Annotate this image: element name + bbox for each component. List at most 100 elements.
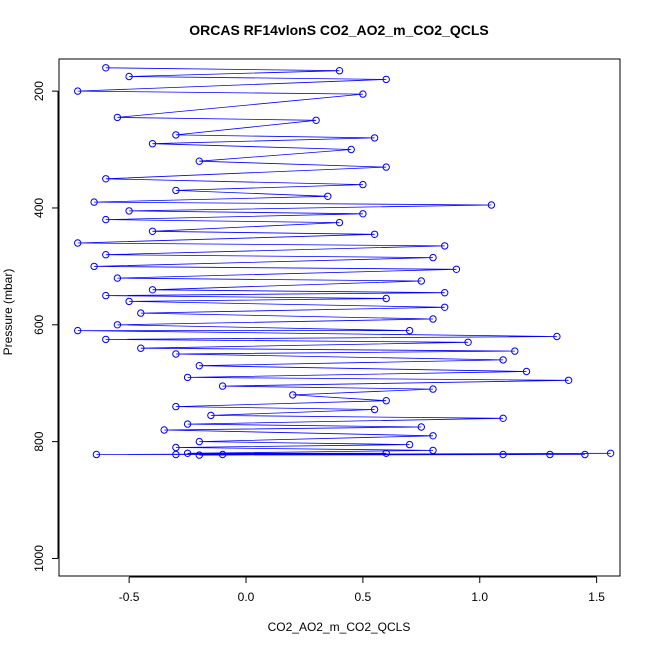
data-point <box>464 338 472 346</box>
y-tick-label: 200 <box>32 81 46 101</box>
data-point <box>417 277 425 285</box>
data-point <box>335 218 344 227</box>
data-point <box>441 289 449 297</box>
data-point <box>429 315 437 323</box>
chart-title: ORCAS RF14vlonS CO2_AO2_m_CO2_QCLS <box>189 22 489 38</box>
data-point <box>359 180 367 189</box>
series-line <box>77 67 611 456</box>
data-point <box>382 294 390 303</box>
y-axis-label: Pressure (mbar) <box>1 269 15 356</box>
data-point <box>102 291 110 300</box>
data-point <box>207 411 215 420</box>
y-tick-label: 600 <box>32 314 46 334</box>
data-point <box>195 157 204 165</box>
data-point <box>90 262 98 271</box>
x-tick-label: 1.5 <box>588 590 605 604</box>
data-point <box>102 215 110 224</box>
data-point <box>564 376 573 384</box>
data-point <box>382 163 390 171</box>
data-point <box>92 450 101 459</box>
data-point <box>429 253 437 262</box>
data-point <box>172 131 180 139</box>
data-point <box>370 230 379 239</box>
y-tick-label: 800 <box>32 431 46 451</box>
data-point <box>90 198 98 206</box>
data-point <box>312 116 320 125</box>
data-point <box>347 145 355 154</box>
data-layer <box>74 64 615 459</box>
data-point <box>417 423 425 431</box>
x-axis: -0.5 0.0 0.5 1.0 1.5 <box>119 576 605 604</box>
data-point <box>172 402 180 411</box>
data-point <box>499 414 507 422</box>
data-point <box>359 90 367 98</box>
x-tick-label: 1.0 <box>471 590 488 604</box>
data-point <box>102 64 110 72</box>
data-point <box>183 373 192 382</box>
data-point <box>382 449 390 457</box>
data-point <box>113 321 122 329</box>
data-point <box>429 446 437 455</box>
data-point <box>441 303 449 311</box>
data-point <box>148 286 157 294</box>
data-point <box>137 344 145 352</box>
data-point <box>606 449 615 457</box>
data-point <box>324 192 332 201</box>
x-tick-label: -0.5 <box>119 590 140 604</box>
data-point <box>499 450 507 459</box>
data-point <box>148 140 157 148</box>
data-point <box>581 450 589 459</box>
data-point <box>74 326 82 335</box>
data-point <box>546 450 554 459</box>
data-point <box>148 227 157 236</box>
data-point <box>102 175 110 183</box>
data-point <box>195 437 204 446</box>
data-point <box>113 113 122 122</box>
data-point <box>172 350 180 358</box>
data-point <box>441 242 449 250</box>
y-tick-label: 1000 <box>32 545 46 572</box>
data-point <box>183 420 192 428</box>
data-point <box>74 87 82 95</box>
data-point <box>452 265 461 273</box>
data-point <box>74 239 82 247</box>
data-point <box>429 385 437 393</box>
data-point <box>218 382 227 390</box>
data-point <box>113 274 122 282</box>
data-point <box>370 405 379 414</box>
data-point <box>382 75 390 84</box>
data-point <box>183 449 192 457</box>
data-point <box>160 426 168 434</box>
data-point <box>195 451 204 459</box>
data-point <box>172 186 180 195</box>
data-point <box>553 332 561 341</box>
data-point <box>125 72 133 81</box>
data-point <box>195 362 204 370</box>
data-point <box>102 251 110 259</box>
data-point <box>359 210 367 218</box>
data-point <box>137 309 145 317</box>
data-point <box>522 367 531 376</box>
plot-frame <box>58 58 621 577</box>
data-point <box>218 450 227 459</box>
data-point <box>382 397 390 405</box>
data-point <box>335 67 344 75</box>
x-tick-label: 0.0 <box>238 590 255 604</box>
y-tick-label: 400 <box>32 198 46 218</box>
data-point <box>429 432 437 440</box>
data-point <box>125 207 133 215</box>
data-point <box>511 347 519 355</box>
data-point <box>172 443 180 452</box>
data-point <box>487 201 496 209</box>
y-axis: 200 400 600 800 1000 <box>32 81 59 572</box>
data-point <box>499 356 507 364</box>
data-point <box>405 440 414 449</box>
data-point <box>125 297 133 306</box>
data-point <box>102 335 110 344</box>
x-tick-label: 0.5 <box>355 590 372 604</box>
x-axis-label: CO2_AO2_m_CO2_QCLS <box>268 620 411 634</box>
data-point <box>172 450 180 459</box>
data-point <box>405 326 414 335</box>
